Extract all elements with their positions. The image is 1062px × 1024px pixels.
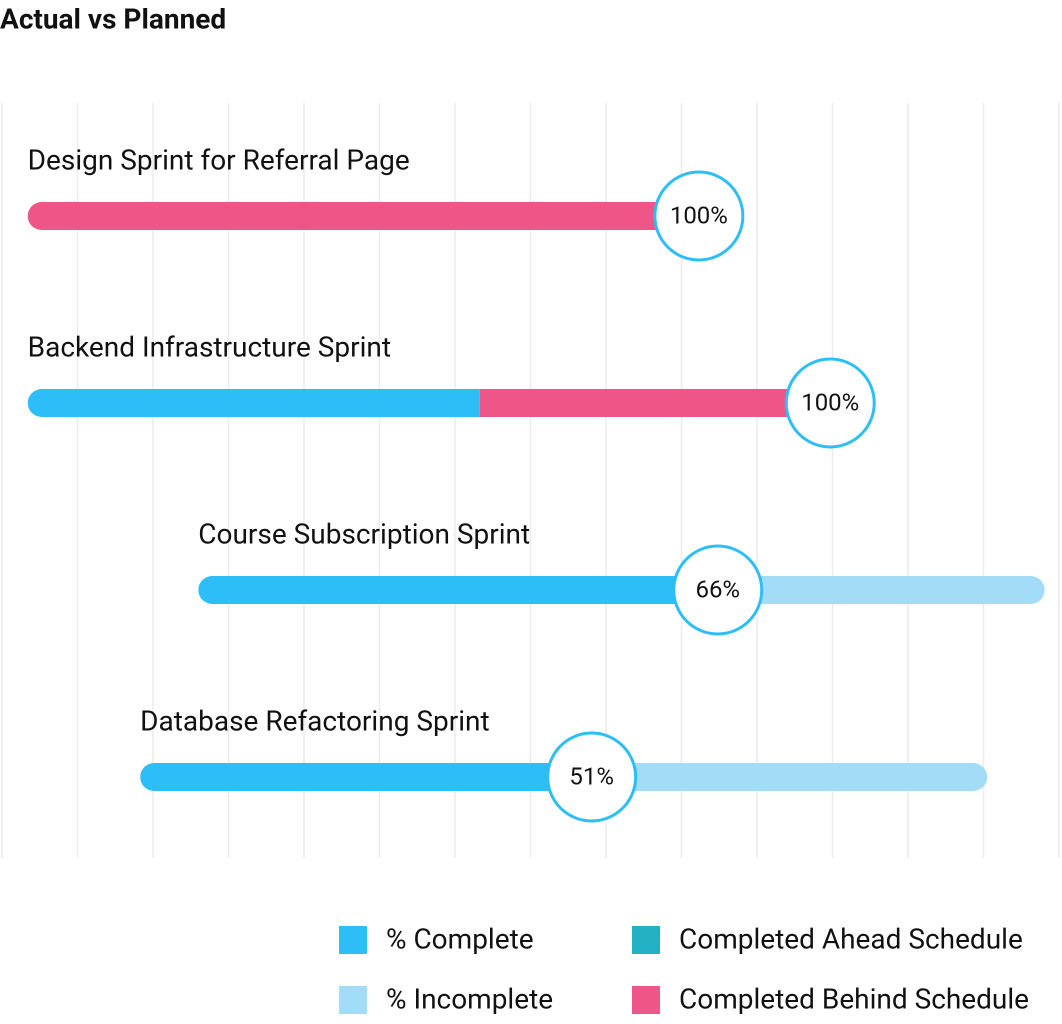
legend-swatch bbox=[632, 986, 660, 1014]
legend-label: Completed Ahead Schedule bbox=[679, 922, 1023, 955]
bar-segment bbox=[140, 763, 592, 791]
legend-label: Completed Behind Schedule bbox=[679, 982, 1029, 1015]
task-label: Database Refactoring Sprint bbox=[140, 704, 489, 737]
bar-group bbox=[27, 202, 699, 230]
bar-segment bbox=[591, 763, 988, 791]
legend-swatch bbox=[339, 926, 367, 954]
percent-label: 51% bbox=[569, 762, 614, 790]
legend-swatch bbox=[632, 926, 660, 954]
bar-group bbox=[27, 389, 831, 417]
percent-label: 100% bbox=[670, 201, 728, 229]
bar-segment bbox=[198, 576, 718, 604]
bar-segment bbox=[27, 202, 699, 230]
percent-label: 66% bbox=[695, 575, 740, 603]
percent-badge bbox=[784, 357, 876, 449]
task-label: Backend Infrastructure Sprint bbox=[28, 330, 391, 363]
bar-group bbox=[198, 576, 1045, 604]
legend-label: % Incomplete bbox=[386, 982, 553, 1015]
percent-label: 100% bbox=[801, 388, 859, 416]
bar-segment bbox=[717, 576, 1045, 604]
bar-segment bbox=[479, 389, 831, 417]
percent-badge bbox=[653, 170, 745, 262]
bar-group bbox=[140, 763, 988, 791]
task-label: Course Subscription Sprint bbox=[198, 517, 530, 550]
percent-badge bbox=[672, 544, 764, 636]
legend-swatch bbox=[339, 986, 367, 1014]
task-label: Design Sprint for Referral Page bbox=[28, 143, 410, 176]
bar-segment bbox=[27, 389, 480, 417]
percent-badge bbox=[546, 731, 638, 823]
legend-label: % Complete bbox=[386, 922, 534, 955]
chart-title: Actual vs Planned bbox=[0, 2, 226, 35]
